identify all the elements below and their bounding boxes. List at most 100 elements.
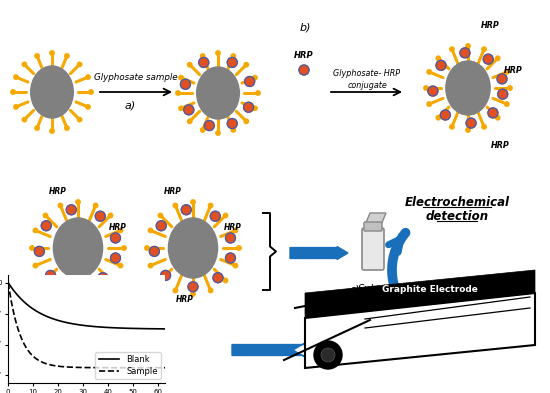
- Circle shape: [314, 341, 342, 369]
- Circle shape: [173, 288, 178, 293]
- Circle shape: [199, 57, 209, 68]
- Circle shape: [498, 89, 508, 99]
- Circle shape: [208, 203, 213, 208]
- Circle shape: [35, 126, 39, 130]
- Text: incubation: incubation: [355, 298, 410, 308]
- Polygon shape: [365, 213, 386, 225]
- Circle shape: [216, 51, 220, 55]
- Circle shape: [244, 119, 249, 123]
- Text: Substrate: Substrate: [358, 284, 408, 294]
- Circle shape: [504, 70, 509, 74]
- Circle shape: [237, 246, 241, 250]
- Circle shape: [496, 116, 500, 120]
- Circle shape: [94, 203, 98, 208]
- Circle shape: [180, 79, 190, 89]
- Circle shape: [86, 105, 90, 109]
- Circle shape: [227, 57, 237, 68]
- Blank: [79, 323, 86, 328]
- Circle shape: [65, 126, 69, 130]
- Circle shape: [98, 273, 108, 283]
- Circle shape: [216, 131, 220, 135]
- Circle shape: [22, 62, 26, 67]
- Text: Glyphosate sample: Glyphosate sample: [94, 73, 178, 82]
- Circle shape: [46, 270, 56, 281]
- Circle shape: [244, 102, 254, 112]
- Circle shape: [89, 90, 93, 94]
- Circle shape: [482, 47, 486, 51]
- Circle shape: [41, 221, 51, 231]
- Circle shape: [233, 228, 238, 233]
- Blank: [162, 327, 168, 331]
- Text: b): b): [299, 22, 311, 32]
- Circle shape: [78, 62, 82, 67]
- Polygon shape: [232, 343, 304, 356]
- Circle shape: [460, 48, 470, 58]
- Ellipse shape: [53, 218, 103, 278]
- Circle shape: [111, 253, 120, 263]
- Circle shape: [210, 211, 220, 221]
- Blank: [90, 324, 96, 329]
- Circle shape: [188, 119, 192, 123]
- Circle shape: [428, 86, 438, 96]
- Circle shape: [256, 91, 260, 95]
- Circle shape: [118, 228, 123, 233]
- Circle shape: [204, 121, 215, 130]
- Circle shape: [450, 125, 454, 129]
- Circle shape: [488, 108, 498, 118]
- Circle shape: [34, 263, 38, 268]
- Circle shape: [161, 270, 170, 281]
- Polygon shape: [305, 270, 535, 318]
- Text: HRP: HRP: [109, 223, 127, 232]
- Circle shape: [76, 292, 80, 296]
- Circle shape: [108, 278, 113, 283]
- Circle shape: [176, 91, 180, 95]
- Circle shape: [508, 86, 512, 90]
- Text: HRP: HRP: [49, 187, 67, 196]
- Text: HRP: HRP: [481, 21, 499, 30]
- Circle shape: [50, 129, 54, 133]
- Sample: [90, 365, 96, 370]
- Sample: [5, 281, 12, 285]
- Circle shape: [30, 246, 34, 250]
- Circle shape: [253, 75, 257, 80]
- Blank: [98, 325, 105, 329]
- Circle shape: [43, 278, 48, 283]
- Circle shape: [22, 118, 26, 122]
- Circle shape: [179, 106, 183, 110]
- Circle shape: [34, 228, 38, 233]
- Circle shape: [182, 205, 191, 215]
- Ellipse shape: [31, 66, 73, 118]
- Circle shape: [148, 263, 153, 268]
- Blank: [80, 323, 87, 328]
- Circle shape: [34, 246, 45, 256]
- Circle shape: [321, 348, 335, 362]
- Text: Graphite Electrode: Graphite Electrode: [382, 285, 478, 294]
- Circle shape: [245, 77, 255, 86]
- Circle shape: [86, 75, 90, 79]
- Circle shape: [233, 263, 238, 268]
- Text: Electrochemical: Electrochemical: [404, 195, 509, 209]
- Ellipse shape: [168, 218, 218, 278]
- Legend: Blank, Sample: Blank, Sample: [95, 352, 161, 379]
- Circle shape: [466, 118, 476, 128]
- Circle shape: [158, 278, 163, 283]
- Text: detection: detection: [426, 209, 488, 222]
- Text: conjugate: conjugate: [347, 81, 387, 90]
- Circle shape: [427, 102, 431, 106]
- Circle shape: [94, 288, 98, 293]
- Circle shape: [108, 213, 113, 218]
- Polygon shape: [305, 293, 535, 368]
- Circle shape: [122, 246, 126, 250]
- Sample: [162, 365, 168, 370]
- Circle shape: [231, 128, 235, 132]
- Circle shape: [201, 54, 205, 58]
- Circle shape: [244, 62, 249, 67]
- Circle shape: [208, 288, 213, 293]
- Circle shape: [253, 106, 257, 110]
- Circle shape: [184, 105, 194, 115]
- Circle shape: [483, 54, 493, 64]
- Circle shape: [58, 203, 63, 208]
- Circle shape: [466, 128, 470, 132]
- Blank: [5, 281, 12, 285]
- Circle shape: [73, 282, 83, 292]
